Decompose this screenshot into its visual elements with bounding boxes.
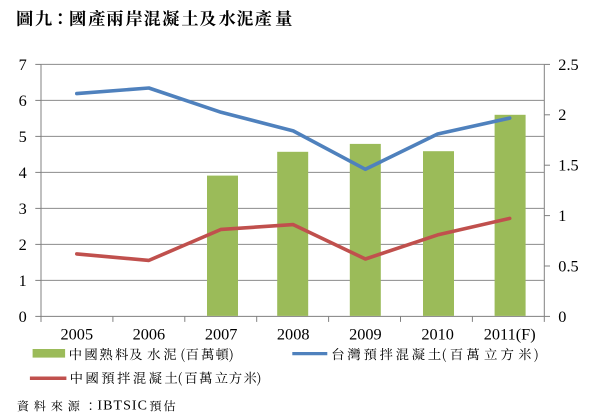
svg-text:5: 5 xyxy=(19,127,27,146)
svg-text:IBTSIC: IBTSIC xyxy=(97,399,148,414)
svg-text:2011(F): 2011(F) xyxy=(484,325,536,344)
svg-text:2006: 2006 xyxy=(133,325,166,344)
svg-text:4: 4 xyxy=(19,163,27,182)
svg-text:7: 7 xyxy=(19,55,27,74)
svg-text:2009: 2009 xyxy=(349,325,382,344)
svg-text:0: 0 xyxy=(19,307,27,326)
svg-text:2007: 2007 xyxy=(205,325,238,344)
svg-text:0: 0 xyxy=(558,307,566,326)
svg-text:1: 1 xyxy=(558,206,566,225)
svg-text:2.5: 2.5 xyxy=(558,55,578,74)
svg-text:2010: 2010 xyxy=(421,325,454,344)
svg-text:1: 1 xyxy=(19,271,27,290)
svg-text:2005: 2005 xyxy=(61,325,94,344)
svg-text:6: 6 xyxy=(19,91,27,110)
svg-text:2008: 2008 xyxy=(277,325,310,344)
svg-text:0.5: 0.5 xyxy=(558,256,578,275)
svg-text:2: 2 xyxy=(19,235,27,254)
svg-text:2: 2 xyxy=(558,105,566,124)
svg-text:3: 3 xyxy=(19,199,27,218)
svg-text:1.5: 1.5 xyxy=(558,156,578,175)
